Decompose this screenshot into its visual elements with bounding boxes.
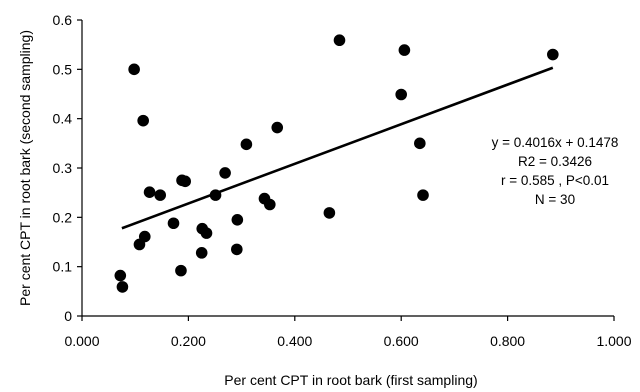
data-point — [143, 186, 156, 198]
data-point — [263, 198, 276, 211]
data-point — [417, 189, 429, 201]
data-point — [167, 217, 180, 230]
x-tick-label: 0.800 — [490, 333, 525, 349]
y-tick-label: 0.6 — [53, 12, 73, 28]
data-point — [114, 269, 127, 282]
data-point — [240, 138, 253, 151]
data-point — [231, 214, 244, 226]
x-axis-ticks: 0.000 0.200 0.400 0.600 0.800 1.000 — [64, 316, 632, 349]
annotation-n: N = 30 — [535, 192, 575, 207]
x-tick-label: 0.000 — [64, 333, 99, 349]
data-points — [114, 34, 559, 293]
data-point — [138, 230, 151, 243]
y-axis-ticks: 0 0.1 0.2 0.3 0.4 0.5 0.6 — [53, 12, 82, 324]
annotation-equation: y = 0.4016x + 0.1478 — [492, 135, 619, 150]
data-point — [547, 48, 559, 61]
annotation-r: r = 0.585 , P<0.01 — [501, 173, 609, 188]
data-point — [414, 137, 426, 150]
data-point — [323, 207, 336, 219]
y-tick-label: 0 — [64, 308, 72, 324]
y-tick-label: 0.3 — [53, 160, 73, 176]
data-point — [333, 34, 346, 47]
data-point — [179, 175, 192, 188]
regression-annotation: y = 0.4016x + 0.1478 R2 = 0.3426 r = 0.5… — [492, 135, 619, 207]
data-point — [154, 189, 167, 201]
data-point — [200, 227, 213, 239]
data-point — [271, 121, 284, 134]
x-tick-label: 0.600 — [384, 333, 419, 349]
data-point — [128, 63, 140, 76]
y-tick-label: 0.4 — [53, 111, 73, 127]
data-point — [395, 88, 408, 101]
y-tick-label: 0.1 — [53, 259, 73, 275]
y-tick-label: 0.5 — [53, 61, 73, 77]
data-point — [398, 44, 411, 56]
data-point — [219, 167, 231, 179]
annotation-r2: R2 = 0.3426 — [518, 154, 592, 169]
data-point — [231, 243, 243, 256]
x-axis-title: Per cent CPT in root bark (first samplin… — [224, 372, 477, 388]
data-point — [116, 281, 129, 293]
data-point — [137, 114, 149, 127]
y-tick-label: 0.2 — [53, 209, 73, 225]
x-tick-label: 0.200 — [171, 333, 206, 349]
trendline — [121, 66, 554, 230]
x-tick-label: 1.000 — [596, 333, 631, 349]
y-axis-title: Per cent CPT in root bark (second sampli… — [17, 30, 33, 306]
data-point — [195, 247, 208, 259]
data-point — [175, 264, 187, 277]
x-tick-label: 0.400 — [277, 333, 312, 349]
